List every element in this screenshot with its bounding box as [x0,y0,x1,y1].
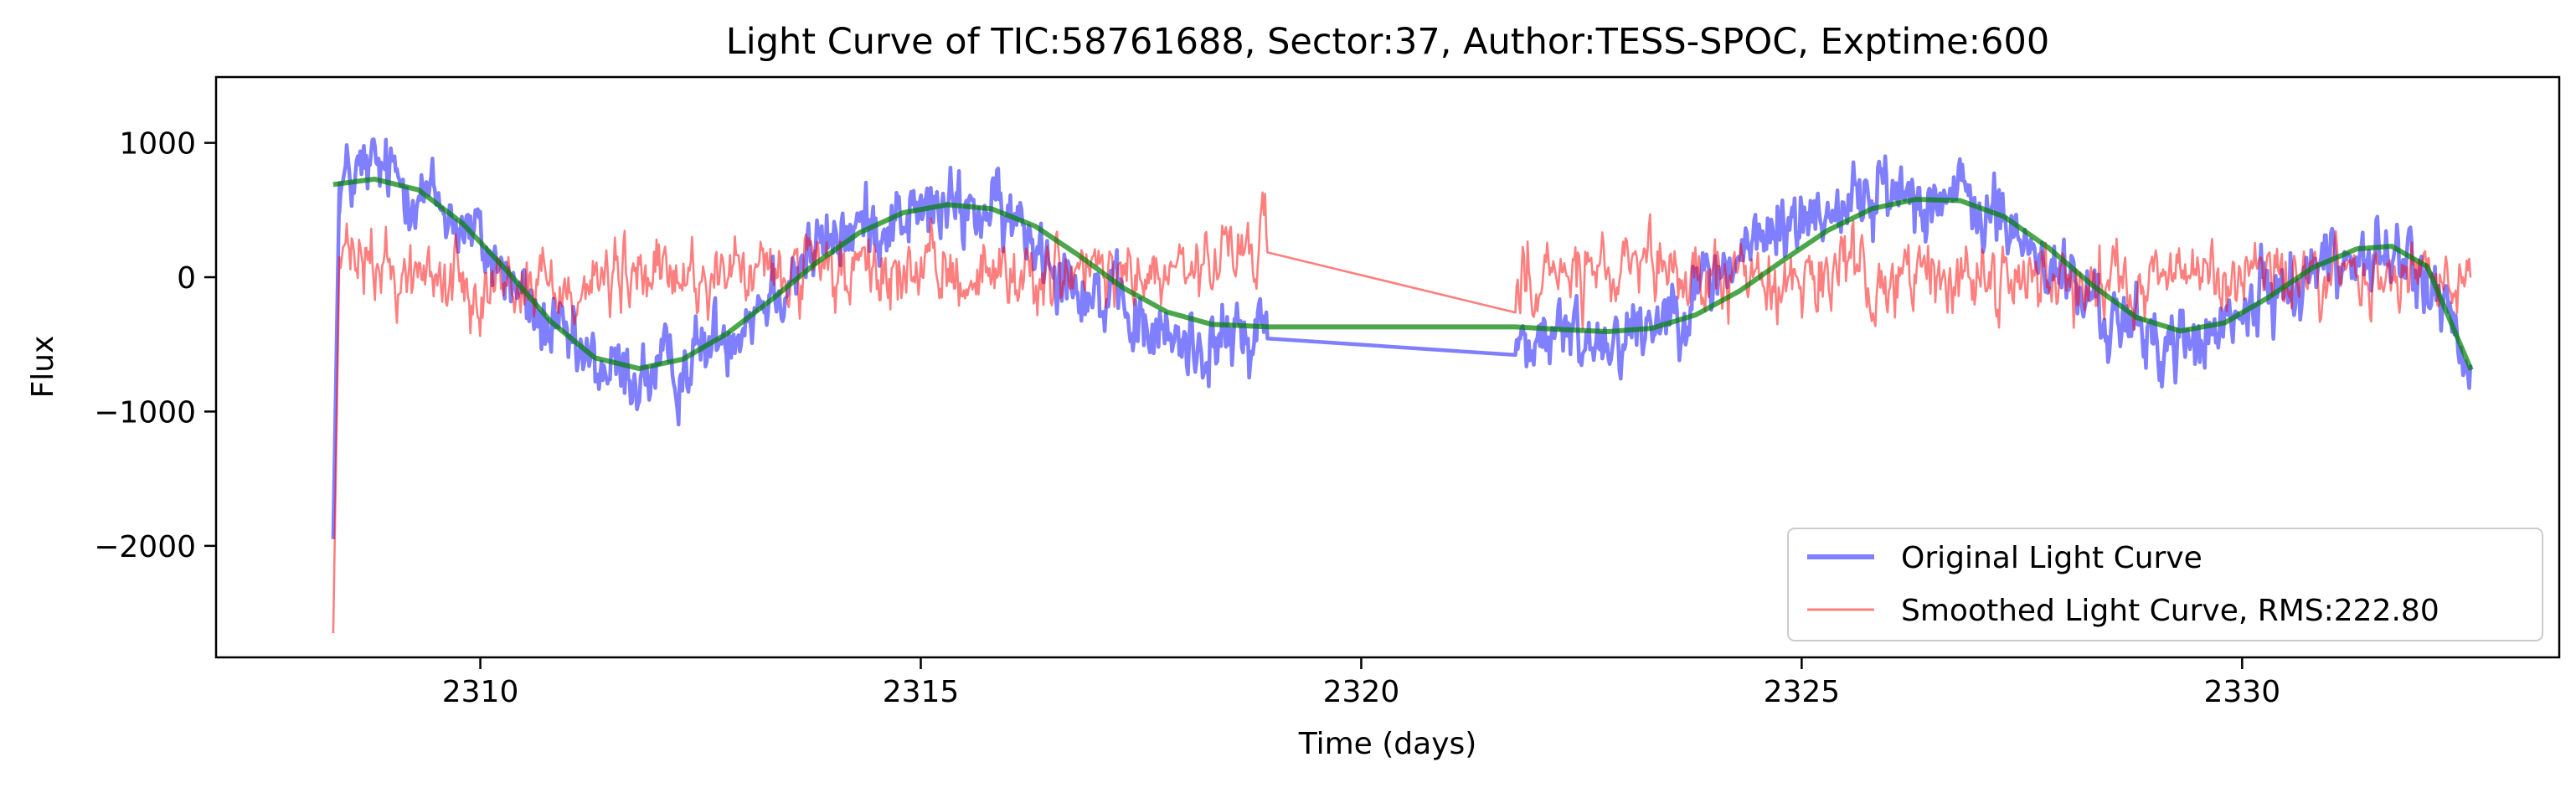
x-tick-label: 2330 [2204,675,2281,709]
x-tick-label: 2310 [442,675,519,709]
y-axis-label: Flux [26,336,60,399]
series-layer [331,137,2474,634]
legend-label-original: Original Light Curve [1901,541,2202,575]
x-axis-ticks: 2310 2315 2320 2325 2330 [442,657,2280,709]
x-tick-label: 2315 [883,675,960,709]
y-axis-ticks: −2000 −1000 0 1000 [94,127,216,564]
legend-box [1787,528,2543,641]
plot-frame [214,75,2561,659]
chart-title: Light Curve of TIC:58761688, Sector:37, … [726,21,2049,63]
series-original-light-curve [331,137,2473,539]
x-tick-label: 2320 [1323,675,1400,709]
series-fit-curve [332,176,2474,372]
x-tick-label: 2325 [1764,675,1841,709]
legend: Original Light Curve Smoothed Light Curv… [1787,528,2543,641]
y-tick-label: −1000 [94,395,196,430]
y-tick-label: 1000 [119,127,196,162]
legend-label-smoothed: Smoothed Light Curve, RMS:222.80 [1901,594,2439,628]
series-smoothed-light-curve [332,191,2472,634]
x-axis-label: Time (days) [1298,727,1477,761]
y-tick-label: 0 [177,261,196,296]
y-tick-label: −2000 [94,530,196,564]
